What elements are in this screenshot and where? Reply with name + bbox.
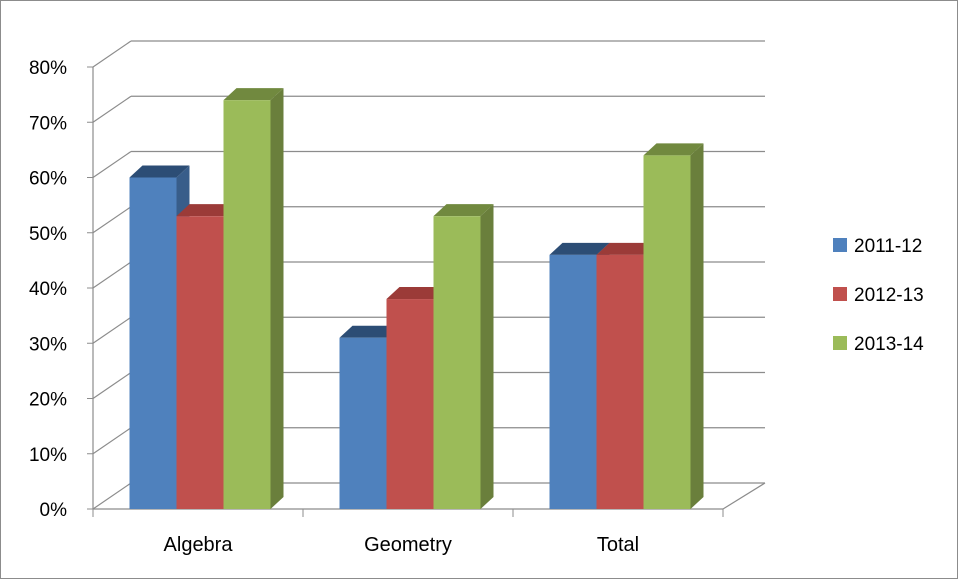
bar-front: [549, 254, 597, 509]
bar-front: [596, 254, 644, 509]
bar-top: [433, 204, 494, 217]
x-category-label: Algebra: [164, 534, 234, 556]
gridline-depth: [92, 40, 132, 68]
legend-item: 2013-14: [833, 334, 924, 355]
bar-top: [223, 88, 284, 101]
bar-front: [386, 299, 434, 509]
y-tick-label: 0%: [40, 500, 68, 521]
x-category-label: Total: [597, 534, 639, 556]
legend-item: 2012-13: [833, 285, 924, 306]
y-tick-label: 70%: [29, 113, 67, 134]
bar-top: [386, 287, 447, 300]
legend-label: 2011-12: [854, 236, 922, 257]
bar-top: [643, 143, 704, 156]
legend-swatch: [833, 238, 847, 252]
gridline-depth: [92, 95, 132, 123]
legend-swatch: [833, 287, 847, 301]
bar-top: [549, 242, 610, 255]
bar-top: [596, 242, 657, 255]
x-category-label: Geometry: [364, 534, 452, 556]
y-tick-label: 20%: [29, 390, 67, 411]
legend-swatch: [833, 336, 847, 350]
legend-item: 2011-12: [833, 236, 922, 257]
bars: [129, 88, 704, 510]
bar-front: [643, 155, 691, 509]
gridline-depth: [92, 151, 132, 178]
bar-2013-14-Total: [643, 143, 704, 509]
bar-top: [339, 325, 400, 338]
bar-front: [129, 177, 177, 509]
bar-side: [480, 204, 494, 510]
legend: 2011-12 2012-13 2013-14: [833, 236, 924, 355]
gridline-depth: [92, 316, 132, 344]
gridline-depth: [92, 482, 132, 510]
bar-2013-14-Geometry: [433, 204, 494, 510]
bar-top: [176, 204, 237, 217]
bar-front: [339, 337, 387, 509]
bar-top: [129, 165, 190, 178]
y-axis-tick-labels: 0% 10% 20% 30% 40% 50% 60% 70% 80%: [29, 58, 67, 521]
gridline-depth: [92, 261, 132, 289]
gridline-depth: [92, 206, 132, 234]
bar-front: [223, 100, 271, 510]
bar-side: [270, 88, 284, 510]
y-tick-label: 10%: [29, 445, 67, 466]
bar-front: [176, 216, 224, 510]
bar-side: [690, 143, 704, 509]
y-tick-label: 60%: [29, 169, 67, 190]
gridline-depth: [92, 372, 132, 399]
bar-front: [433, 216, 481, 510]
x-axis-category-labels: Algebra Geometry Total: [164, 534, 640, 556]
y-tick-label: 30%: [29, 334, 67, 355]
legend-label: 2012-13: [854, 285, 924, 306]
gridline-depth: [92, 427, 132, 455]
floor-right-edge: [722, 482, 766, 510]
legend-label: 2013-14: [854, 334, 924, 355]
y-tick-label: 50%: [29, 224, 67, 245]
y-tick-label: 40%: [29, 279, 67, 300]
bar-2013-14-Algebra: [223, 88, 284, 510]
y-tick-label: 80%: [29, 58, 67, 79]
